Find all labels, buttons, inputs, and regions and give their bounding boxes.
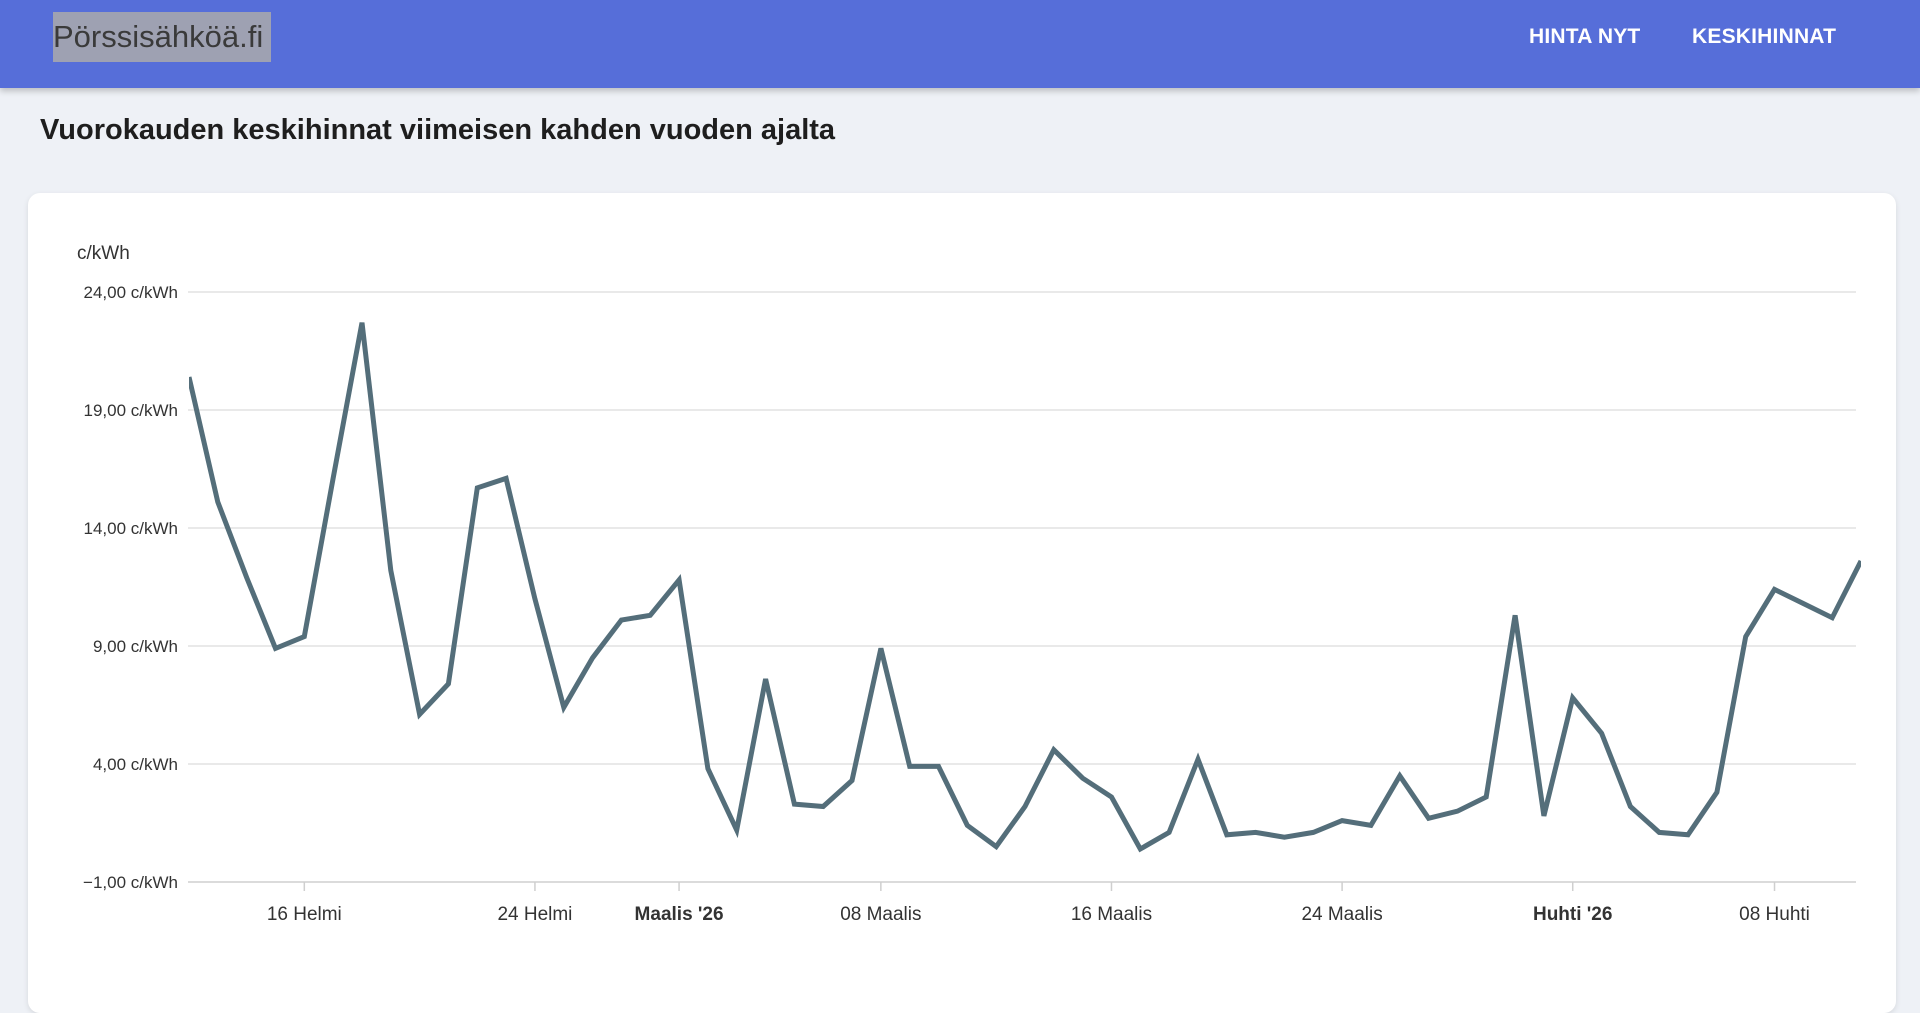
y-tick-label: 9,00 c/kWh: [93, 637, 178, 656]
x-tick-label: 08 Maalis: [840, 904, 921, 925]
x-tick-label: 24 Helmi: [497, 904, 572, 925]
x-tick-label: 24 Maalis: [1301, 904, 1382, 925]
x-tick-label: 16 Helmi: [267, 904, 342, 925]
app-bar: Pörssisähköä.fi HINTA NYT KESKIHINNAT: [0, 0, 1920, 88]
nav-link-keskihinnat[interactable]: KESKIHINNAT: [1692, 25, 1837, 48]
price-line-chart[interactable]: c/kWh 24,00 c/kWh 19,00 c/kWh 14,00 c/kWh 9,…: [28, 193, 1896, 988]
y-axis-title: c/kWh: [77, 243, 130, 264]
y-tick-label: 14,00 c/kWh: [84, 519, 179, 538]
x-tick-label: 16 Maalis: [1071, 904, 1152, 925]
x-tick-label: Huhti '26: [1533, 904, 1612, 925]
nav-link-hinta-nyt[interactable]: HINTA NYT: [1529, 25, 1641, 48]
brand-logo-link[interactable]: Pörssisähköä.fi: [53, 12, 272, 62]
x-tick-label: Maalis '26: [635, 904, 724, 925]
page-title: Vuorokauden keskihinnat viimeisen kahden…: [40, 114, 836, 146]
y-tick-label: 19,00 c/kWh: [84, 401, 179, 420]
x-tick-label: 08 Huhti: [1739, 904, 1810, 925]
chart-card: c/kWh 24,00 c/kWh 19,00 c/kWh 14,00 c/kWh 9,…: [28, 193, 1896, 1013]
price-series-line: [189, 322, 1861, 853]
y-tick-label: −1,00 c/kWh: [83, 873, 178, 892]
y-tick-label: 24,00 c/kWh: [84, 283, 179, 302]
y-tick-label: 4,00 c/kWh: [93, 755, 178, 774]
